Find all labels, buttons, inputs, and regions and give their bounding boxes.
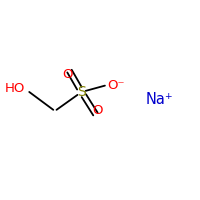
Text: HO: HO xyxy=(5,82,25,95)
Text: O: O xyxy=(62,68,73,81)
Text: O⁻: O⁻ xyxy=(107,79,125,92)
Text: S: S xyxy=(77,85,86,99)
Text: Na⁺: Na⁺ xyxy=(146,92,173,108)
Text: O: O xyxy=(92,104,103,117)
